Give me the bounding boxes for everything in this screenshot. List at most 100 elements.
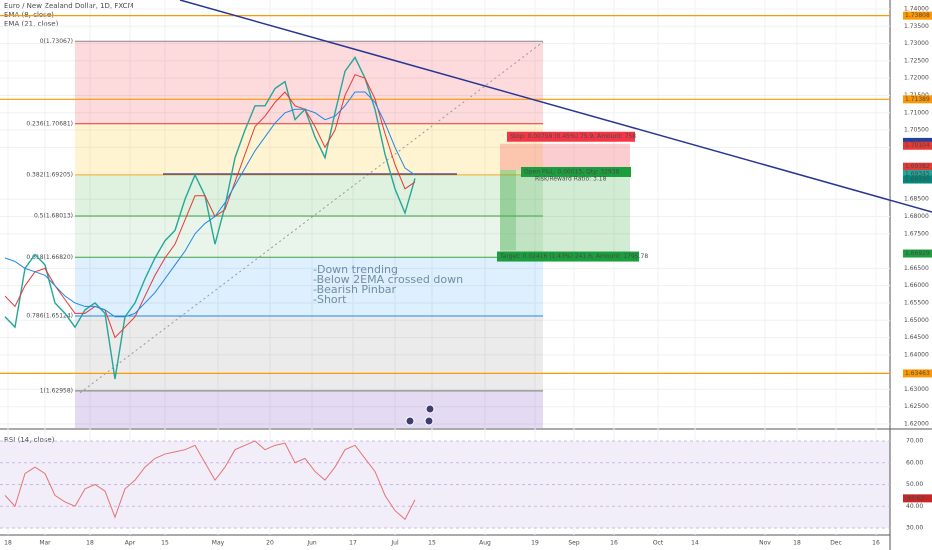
y-tick-label: 1.72500 bbox=[904, 57, 929, 64]
fib-label: 0.618(1.66820) bbox=[26, 254, 73, 261]
x-tick-label: 18 bbox=[4, 540, 12, 547]
y-tick-label: 1.66000 bbox=[904, 282, 929, 289]
y-tick-label: 1.64000 bbox=[904, 351, 929, 358]
pnl-zone bbox=[500, 169, 516, 251]
position-label: Open P&L: 0.00015, Qty: 32938 bbox=[524, 168, 620, 175]
x-tick-label: Aug bbox=[479, 540, 491, 547]
x-tick-label: Oct bbox=[653, 540, 664, 547]
price-tag-bg bbox=[903, 11, 932, 20]
price-tag: 1.69382 bbox=[905, 163, 930, 170]
price-tag-bg bbox=[903, 95, 932, 104]
y-tick-label: 1.65500 bbox=[904, 299, 929, 306]
legend-entry: EMA (8, close) bbox=[4, 11, 54, 19]
position-label: Stop: 0.00759 (0.45%) 75.9, Amount: 758 bbox=[510, 133, 636, 140]
y-tick-label: 1.67500 bbox=[904, 230, 929, 237]
x-tick-label: Apr bbox=[125, 540, 136, 547]
rsi-tick-label: 30.00 bbox=[906, 525, 923, 532]
chart-title: Euro / New Zealand Dollar, 1D, FXCM bbox=[4, 2, 134, 10]
rsi-tick-label: 50.00 bbox=[906, 481, 923, 488]
rsi-title: RSI (14, close) bbox=[4, 436, 55, 444]
y-tick-label: 1.73500 bbox=[904, 23, 929, 30]
price-tag-bg bbox=[903, 249, 932, 258]
y-tick-label: 1.72000 bbox=[904, 75, 929, 82]
fib-label: 1(1.62958) bbox=[40, 387, 73, 394]
y-tick-label: 1.64500 bbox=[904, 334, 929, 341]
fib-band bbox=[75, 174, 543, 217]
label-bg bbox=[497, 251, 639, 262]
target-zone bbox=[500, 169, 630, 254]
position-label: Target: 0.02416 (1.43%) 241.6, Amount: 1… bbox=[499, 253, 648, 260]
fib-label: 0.382(1.69205) bbox=[26, 171, 73, 178]
rsi-tick-label: 40.00 bbox=[906, 503, 923, 510]
y-tick-label: 1.66500 bbox=[904, 265, 929, 272]
x-tick-label: 16 bbox=[872, 540, 880, 547]
price-tag: 1.70104 bbox=[905, 142, 930, 149]
x-tick-label: 19 bbox=[531, 540, 539, 547]
fib-label: 0.5(1.68013) bbox=[34, 213, 73, 220]
x-tick-label: 18 bbox=[86, 540, 94, 547]
rsi-tag: 43.63 bbox=[907, 495, 924, 502]
x-tick-label: 17 bbox=[349, 540, 357, 547]
y-tick-label: 1.63000 bbox=[904, 386, 929, 393]
fib-label: 0.236(1.70681) bbox=[26, 120, 73, 127]
fib-band bbox=[75, 123, 543, 175]
price-tag-bg bbox=[903, 141, 932, 150]
fib-trend bbox=[79, 41, 544, 394]
fib-band bbox=[75, 315, 543, 391]
price-tag: 1.69345 bbox=[905, 170, 930, 177]
x-tick-label: Mar bbox=[39, 540, 51, 547]
rsi-tick-label: 70.00 bbox=[906, 438, 923, 445]
label-bg bbox=[521, 166, 631, 177]
y-tick-label: 1.68000 bbox=[904, 213, 929, 220]
position-label: Risk/Reward Ratio: 3.18 bbox=[535, 175, 607, 182]
x-tick-label: 18 bbox=[793, 540, 801, 547]
x-tick-label: Nov bbox=[759, 540, 771, 547]
y-tick-label: 1.74000 bbox=[904, 6, 929, 13]
price-tag: 1.69330 bbox=[905, 176, 930, 183]
price-tag-bg bbox=[903, 169, 932, 178]
rsi-tag-bg bbox=[903, 494, 932, 503]
y-tick-label: 1.71000 bbox=[904, 109, 929, 116]
x-tick-label: 16 bbox=[610, 540, 618, 547]
x-tick-label: May bbox=[212, 540, 225, 547]
y-tick-label: 1.62500 bbox=[904, 403, 929, 410]
x-tick-label: Jul bbox=[390, 540, 399, 547]
ema-line bbox=[4, 74, 416, 339]
legend-entry: EMA (21, close) bbox=[4, 20, 59, 28]
x-tick-label: Sep bbox=[568, 540, 580, 547]
y-tick-label: 1.68500 bbox=[904, 196, 929, 203]
price-tag: 1.63463 bbox=[905, 370, 930, 377]
price-tag: 1.71389 bbox=[905, 96, 930, 103]
y-tick-label: 1.70500 bbox=[904, 127, 929, 134]
price-tag-bg bbox=[903, 162, 932, 171]
x-tick-label: 14 bbox=[691, 540, 699, 547]
stop-zone bbox=[500, 143, 630, 170]
x-tick-label: 20 bbox=[266, 540, 274, 547]
annotation: -Bearish Pinbar bbox=[313, 283, 397, 296]
x-tick-label: Jun bbox=[306, 540, 317, 547]
fib-band bbox=[75, 390, 543, 428]
price-tag: 1.66929 bbox=[905, 250, 930, 257]
event-icon bbox=[405, 416, 415, 426]
price-tag: 1.73808 bbox=[905, 12, 930, 19]
fib-band bbox=[75, 216, 543, 258]
event-icon bbox=[424, 416, 434, 426]
price-tag-bg bbox=[903, 369, 932, 378]
x-tick-label: 15 bbox=[161, 540, 169, 547]
rsi-line bbox=[4, 440, 416, 521]
y-tick-label: 1.65000 bbox=[904, 317, 929, 324]
label-bg bbox=[507, 131, 635, 142]
y-tick-label: 1.62000 bbox=[904, 421, 929, 428]
fib-band bbox=[75, 257, 543, 316]
annotation: -Down trending bbox=[313, 263, 398, 276]
fib-label: 0.786(1.65124) bbox=[26, 312, 73, 319]
ema-line bbox=[4, 91, 416, 318]
y-tick-label: 1.73000 bbox=[904, 40, 929, 47]
annotation: -Short bbox=[313, 293, 347, 306]
fib-band bbox=[75, 41, 543, 124]
rsi-tick-label: 60.00 bbox=[906, 459, 923, 466]
trend-line bbox=[179, 0, 932, 213]
